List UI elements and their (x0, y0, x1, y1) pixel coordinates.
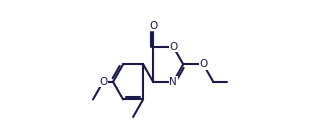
Text: O: O (169, 42, 177, 52)
Text: O: O (149, 21, 157, 31)
Text: O: O (199, 59, 207, 69)
Text: O: O (99, 77, 107, 87)
Text: N: N (169, 77, 177, 87)
